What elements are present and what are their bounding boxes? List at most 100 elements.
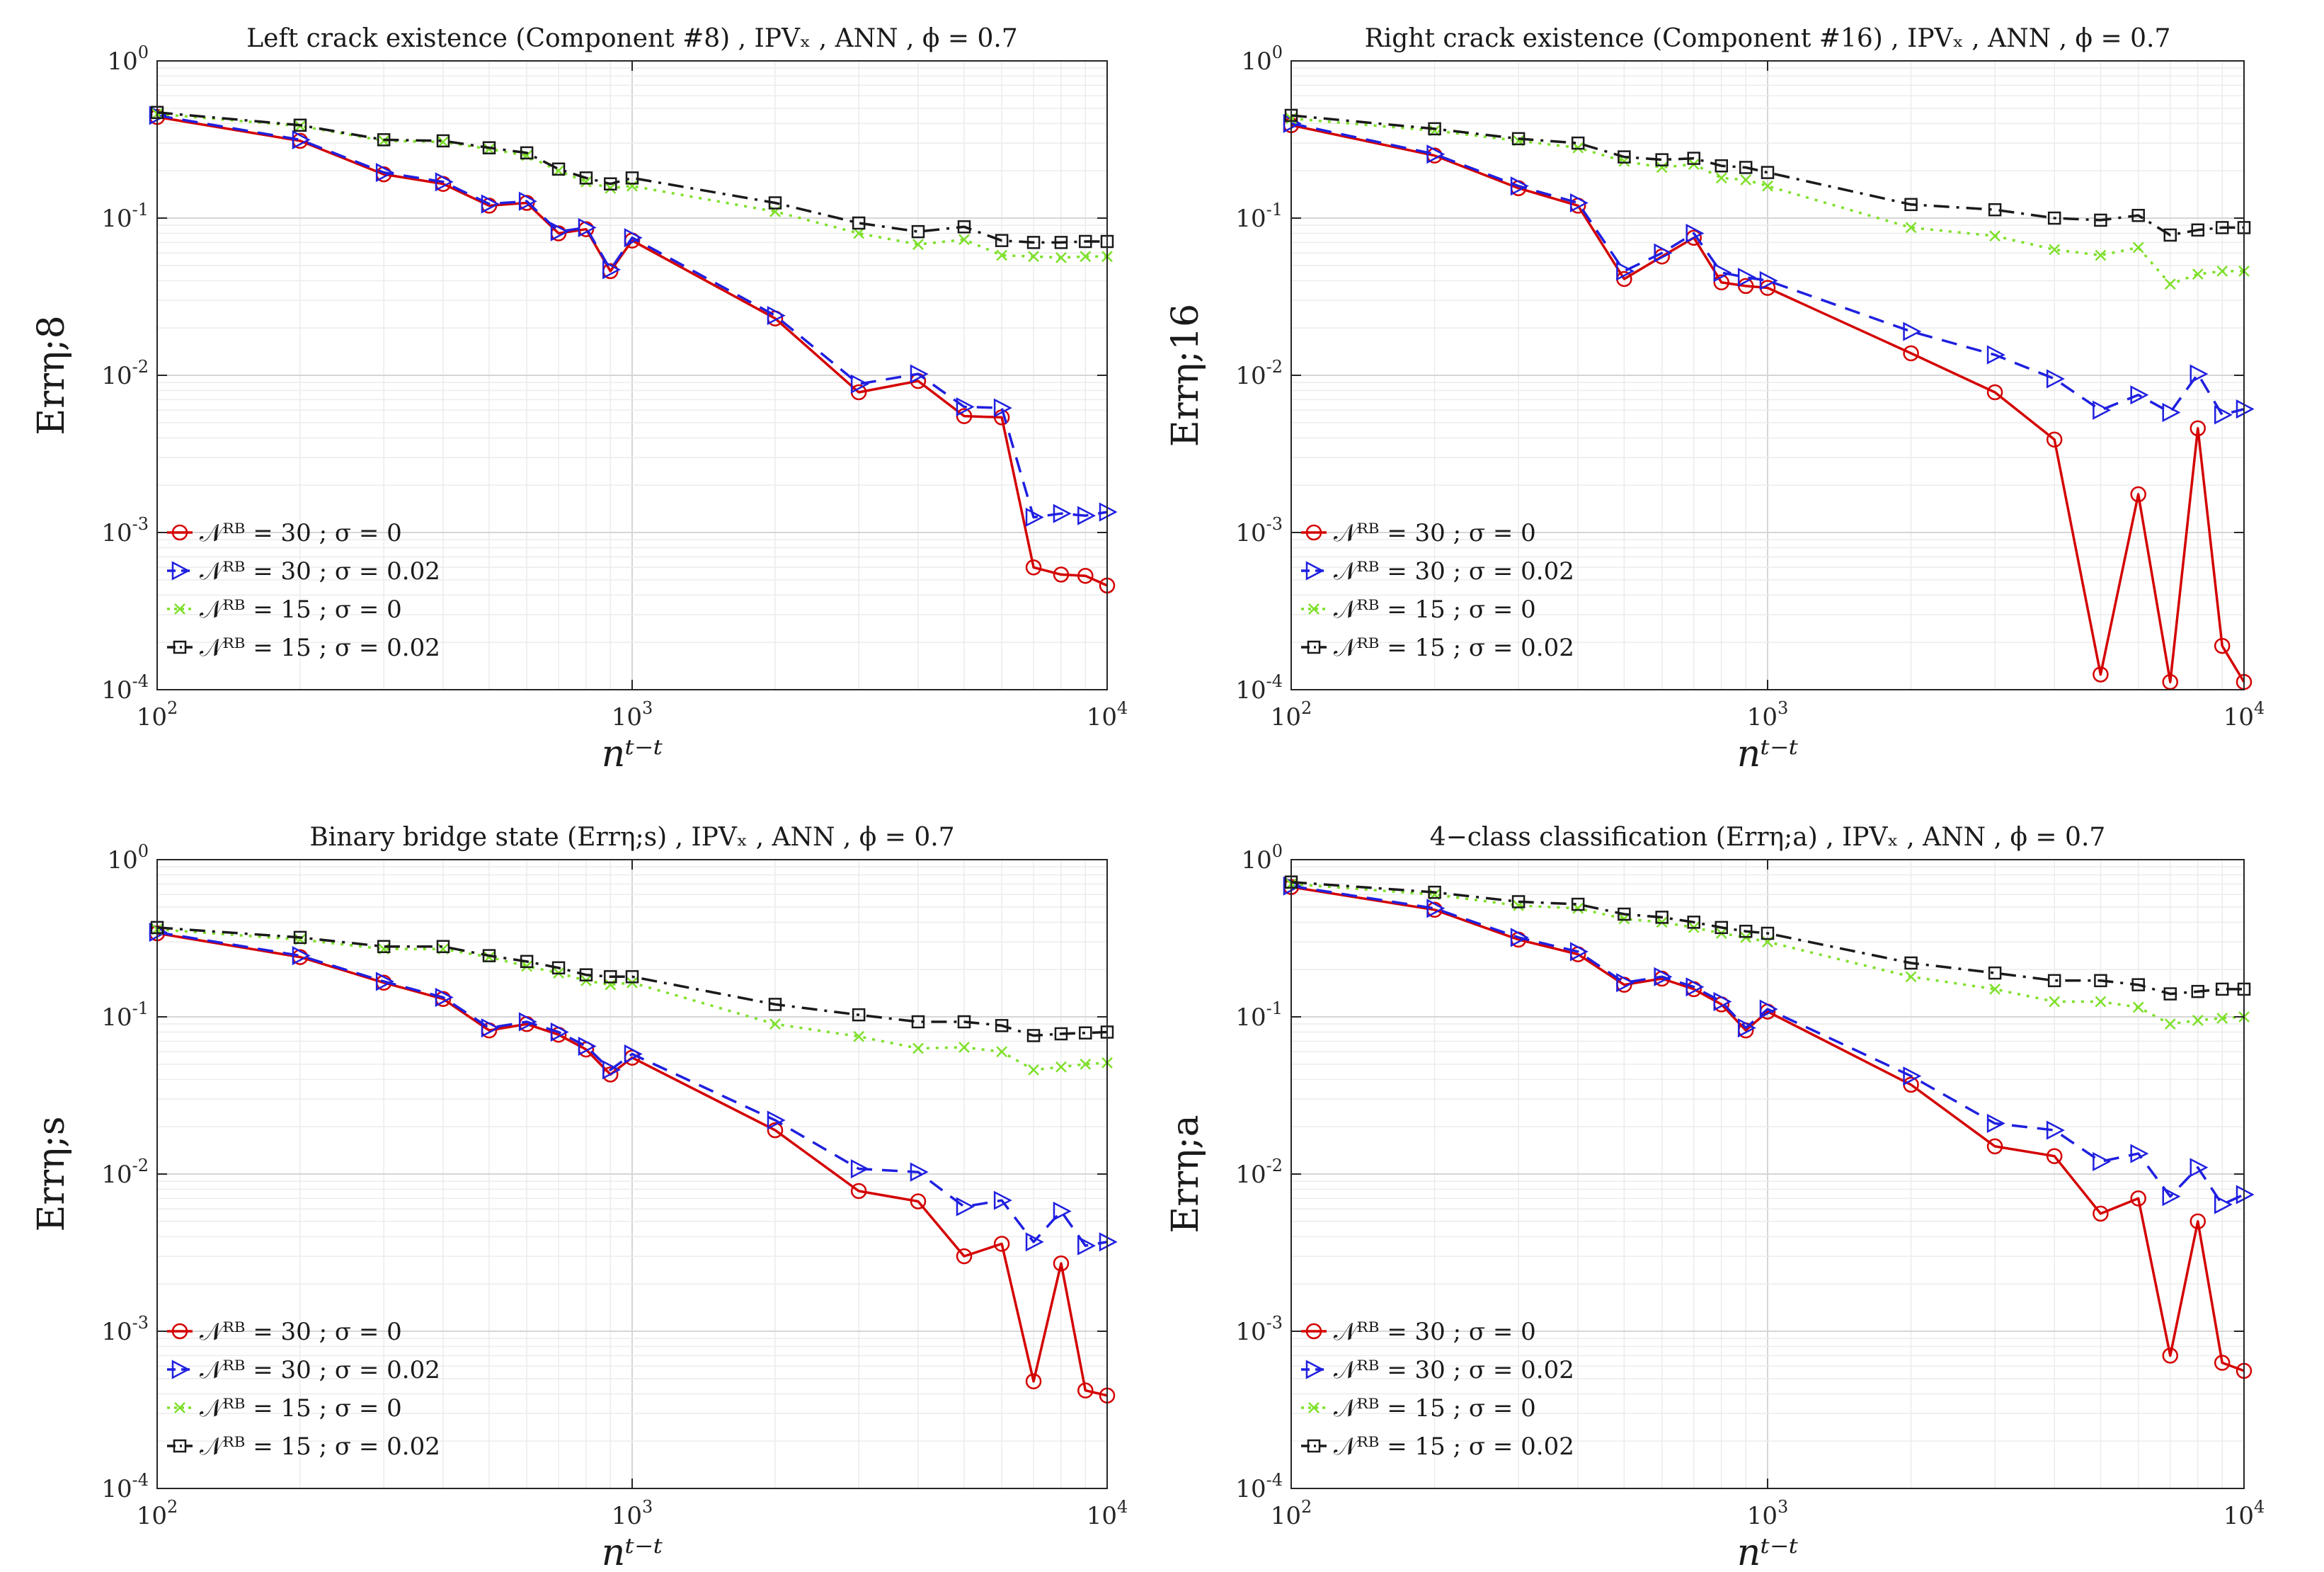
y-tick-label: 10-2 — [1235, 1156, 1283, 1189]
legend-entry: 𝒩ᴿᴮ = 30 ; σ = 0 — [1334, 1318, 1536, 1346]
data-point — [1307, 1439, 1321, 1453]
data-point — [1737, 268, 1756, 287]
data-point — [1986, 345, 2005, 365]
x-axis-label: nᵗ⁻ᵗ — [602, 733, 663, 775]
legend-entry: 𝒩ᴿᴮ = 30 ; σ = 0 — [1334, 519, 1536, 547]
data-point — [2049, 996, 2061, 1008]
data-point — [1028, 251, 1039, 263]
y-tick-label: 100 — [1241, 42, 1283, 76]
data-point — [292, 946, 311, 966]
data-point — [1054, 236, 1068, 249]
data-point — [1077, 567, 1094, 584]
data-point — [2192, 1015, 2204, 1026]
legend: 𝒩ᴿᴮ = 30 ; σ = 0 𝒩ᴿᴮ = 30 ; σ = 0.02 𝒩ᴿᴮ =… — [167, 1318, 440, 1461]
data-point — [1080, 251, 1092, 263]
data-point — [1904, 956, 1918, 970]
data-point — [435, 987, 454, 1008]
data-point — [578, 1036, 597, 1056]
data-point — [579, 171, 593, 185]
data-point — [2162, 1187, 2181, 1207]
data-point — [2191, 223, 2205, 237]
y-tick-label: 10-4 — [1235, 671, 1283, 705]
data-point — [625, 171, 639, 185]
data-point — [1053, 1255, 1070, 1272]
data-point — [375, 163, 394, 183]
data-point — [1079, 234, 1092, 249]
x-tick-label: 102 — [1271, 1497, 1312, 1530]
chart-panel-4: 102 103 104 10-4 10-3 10-2 10-1 100 4−class clas… — [1164, 823, 2265, 1572]
y-tick-label: 100 — [1241, 841, 1283, 875]
data-point — [2095, 996, 2107, 1008]
data-point — [2132, 241, 2144, 254]
data-point — [1654, 243, 1673, 263]
data-point — [1308, 603, 1320, 615]
series-4 — [150, 921, 1114, 1042]
data-point — [768, 998, 782, 1011]
data-point — [1616, 973, 1635, 993]
data-point — [1905, 971, 1917, 983]
data-point — [2216, 1013, 2228, 1024]
legend-entry: 𝒩ᴿᴮ = 30 ; σ = 0.02 — [200, 1356, 440, 1384]
x-axis-label: nᵗ⁻ᵗ — [1737, 1532, 1799, 1572]
x-tick-label: 102 — [1271, 698, 1312, 731]
series-line — [156, 114, 1108, 519]
data-point — [1687, 152, 1701, 165]
x-tick-label: 102 — [137, 698, 178, 731]
data-point — [853, 1030, 865, 1042]
data-point — [1905, 222, 1917, 234]
data-point — [996, 249, 1008, 261]
data-point — [1762, 180, 1773, 192]
data-point — [2163, 228, 2177, 242]
data-point — [2095, 249, 2107, 261]
data-point — [910, 1162, 929, 1182]
data-point — [602, 1060, 621, 1080]
grid — [1291, 860, 2244, 1488]
y-axis-label: Errη;8 — [30, 315, 73, 435]
legend-entry: 𝒩ᴿᴮ = 15 ; σ = 0 — [200, 596, 402, 624]
data-point — [551, 162, 566, 176]
data-point — [2094, 213, 2107, 227]
y-tick-label: 100 — [107, 42, 149, 76]
data-point — [957, 1015, 971, 1029]
data-point — [956, 1248, 973, 1265]
data-point — [483, 143, 495, 155]
data-point — [602, 260, 621, 280]
x-tick-label: 103 — [612, 698, 653, 731]
data-point — [1426, 144, 1446, 164]
data-point — [853, 227, 865, 239]
data-point — [1759, 270, 1778, 290]
data-point — [767, 306, 786, 326]
data-point — [1656, 161, 1668, 173]
data-point — [1511, 132, 1526, 146]
data-point — [1986, 1138, 2003, 1155]
data-point — [1055, 252, 1067, 263]
series-2 — [1283, 876, 2254, 1214]
data-point — [1655, 911, 1668, 924]
data-point — [2190, 1158, 2209, 1178]
data-point — [1715, 172, 1727, 184]
data-point — [2046, 369, 2065, 389]
data-point — [1685, 223, 1705, 244]
data-point — [604, 970, 617, 984]
data-point — [2214, 1195, 2233, 1214]
data-point — [624, 228, 643, 248]
data-point — [2190, 420, 2206, 437]
x-axis-label: nᵗ⁻ᵗ — [602, 1532, 663, 1572]
data-point — [996, 1046, 1008, 1058]
data-point — [2132, 1001, 2144, 1013]
data-point — [1904, 198, 1918, 212]
data-point — [2214, 637, 2231, 654]
chart-panel-3: 102 103 104 10-4 10-3 10-2 10-1 100 Binary bridg… — [30, 823, 1128, 1572]
y-tick-label: 10-1 — [101, 998, 149, 1032]
data-point — [377, 133, 391, 147]
data-point — [481, 1018, 500, 1038]
x-tick-label: 104 — [2223, 1497, 2265, 1530]
data-point — [1713, 274, 1730, 291]
y-axis-label: Errη;s — [30, 1116, 73, 1231]
legend: 𝒩ᴿᴮ = 30 ; σ = 0 𝒩ᴿᴮ = 30 ; σ = 0.02 𝒩ᴿᴮ =… — [1301, 519, 1574, 662]
data-point — [912, 1042, 924, 1054]
legend-entry: 𝒩ᴿᴮ = 15 ; σ = 0.02 — [1334, 1433, 1574, 1461]
data-point — [2163, 987, 2177, 1001]
data-point — [2214, 1355, 2231, 1371]
data-point — [1305, 1360, 1324, 1379]
